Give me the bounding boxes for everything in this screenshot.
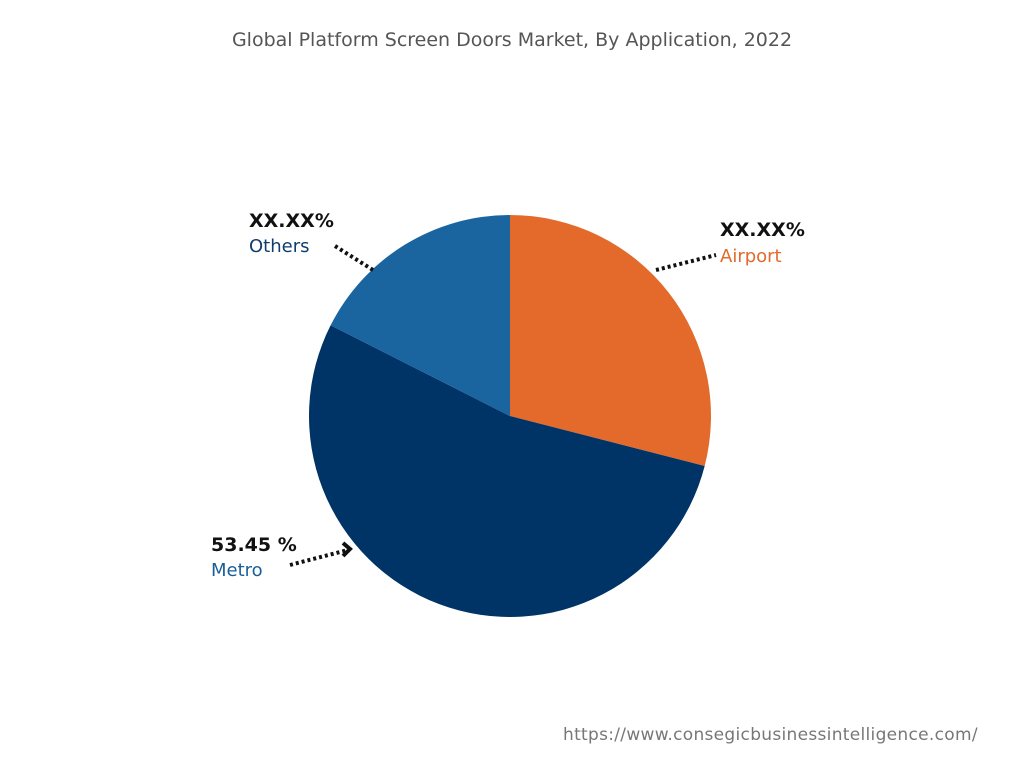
- metro-category-label: Metro: [211, 560, 263, 581]
- leader-airport: [655, 253, 717, 272]
- others-category-label: Others: [249, 236, 310, 257]
- others-percent-label: XX.XX%: [249, 210, 334, 232]
- pie-slice-airport: [510, 215, 711, 466]
- airport-percent-label: XX.XX%: [720, 219, 805, 241]
- airport-category-label: Airport: [720, 246, 782, 267]
- leader-others: [333, 244, 375, 272]
- pie-slice-others: [330, 214, 510, 416]
- pie-slice-metro: [308, 325, 705, 617]
- leader-metro: [289, 548, 349, 567]
- chart-title: Global Platform Screen Doors Market, By …: [231, 29, 793, 51]
- source-url: https://www.consegicbusinessintelligence…: [563, 725, 978, 745]
- metro-percent-label: 53.45 %: [211, 534, 297, 556]
- metro-arrowhead: [341, 541, 353, 558]
- leader-lines: [289, 244, 717, 567]
